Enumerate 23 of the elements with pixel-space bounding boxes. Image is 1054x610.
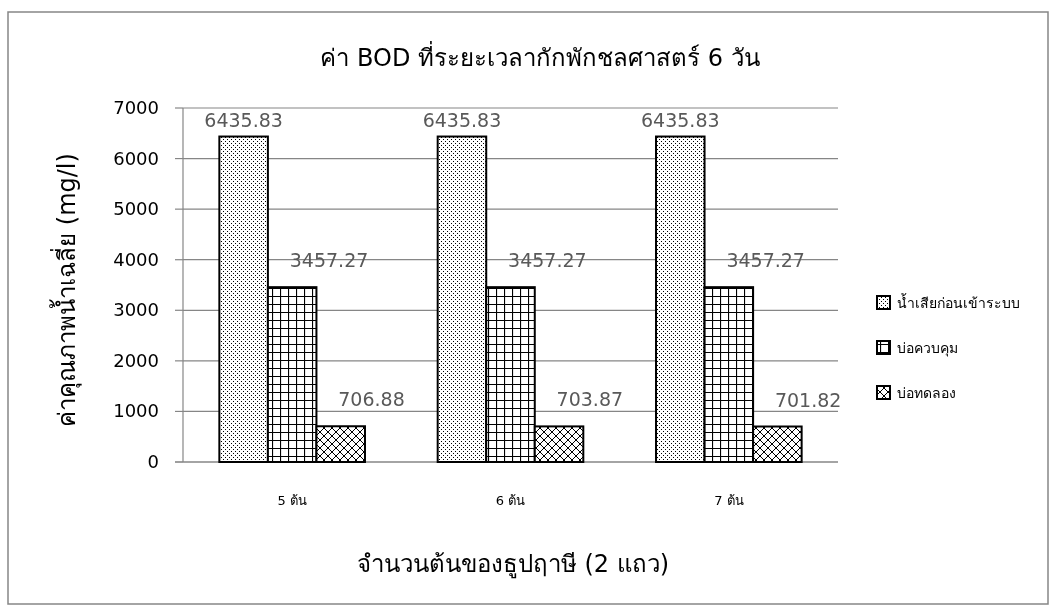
data-label: 703.87 [556,388,624,411]
data-label: 6435.83 [422,108,502,131]
y-axis-title: ค่าคุณภาพน้ำเฉลี่ย (mg/l) [49,153,82,427]
legend-label: บ่อควบคุม [897,340,958,357]
x-tick-label: 6 ต้น [495,493,526,508]
y-tick-label: 1000 [113,400,159,422]
y-tick-label: 2000 [113,349,159,371]
y-tick-label: 6000 [113,147,159,169]
data-label: 6435.83 [204,108,283,131]
y-tick-label: 3000 [113,299,159,321]
y-tick-label: 4000 [113,248,159,270]
data-label: 701.82 [774,388,842,411]
y-tick-label: 5000 [113,198,159,220]
y-tick-label: 7000 [113,97,159,118]
data-label: 6435.83 [641,108,720,131]
y-tick-label: 0 [147,451,159,472]
x-tick-label: 7 ต้น [714,493,744,508]
legend-label: บ่อทดลอง [897,385,956,401]
x-axis-title: จำนวนต้นของธูปฤาษี (2 แถว) [356,550,670,579]
data-label: 706.88 [338,388,405,411]
legend-label: น้ำเสียก่อนเข้าระบบ [897,293,1020,311]
x-tick-label: 5 ต้น [277,493,307,508]
chart-title: ค่า BOD ที่ระยะเวลากักพักชลศาสตร์ 6 วัน [320,41,760,72]
